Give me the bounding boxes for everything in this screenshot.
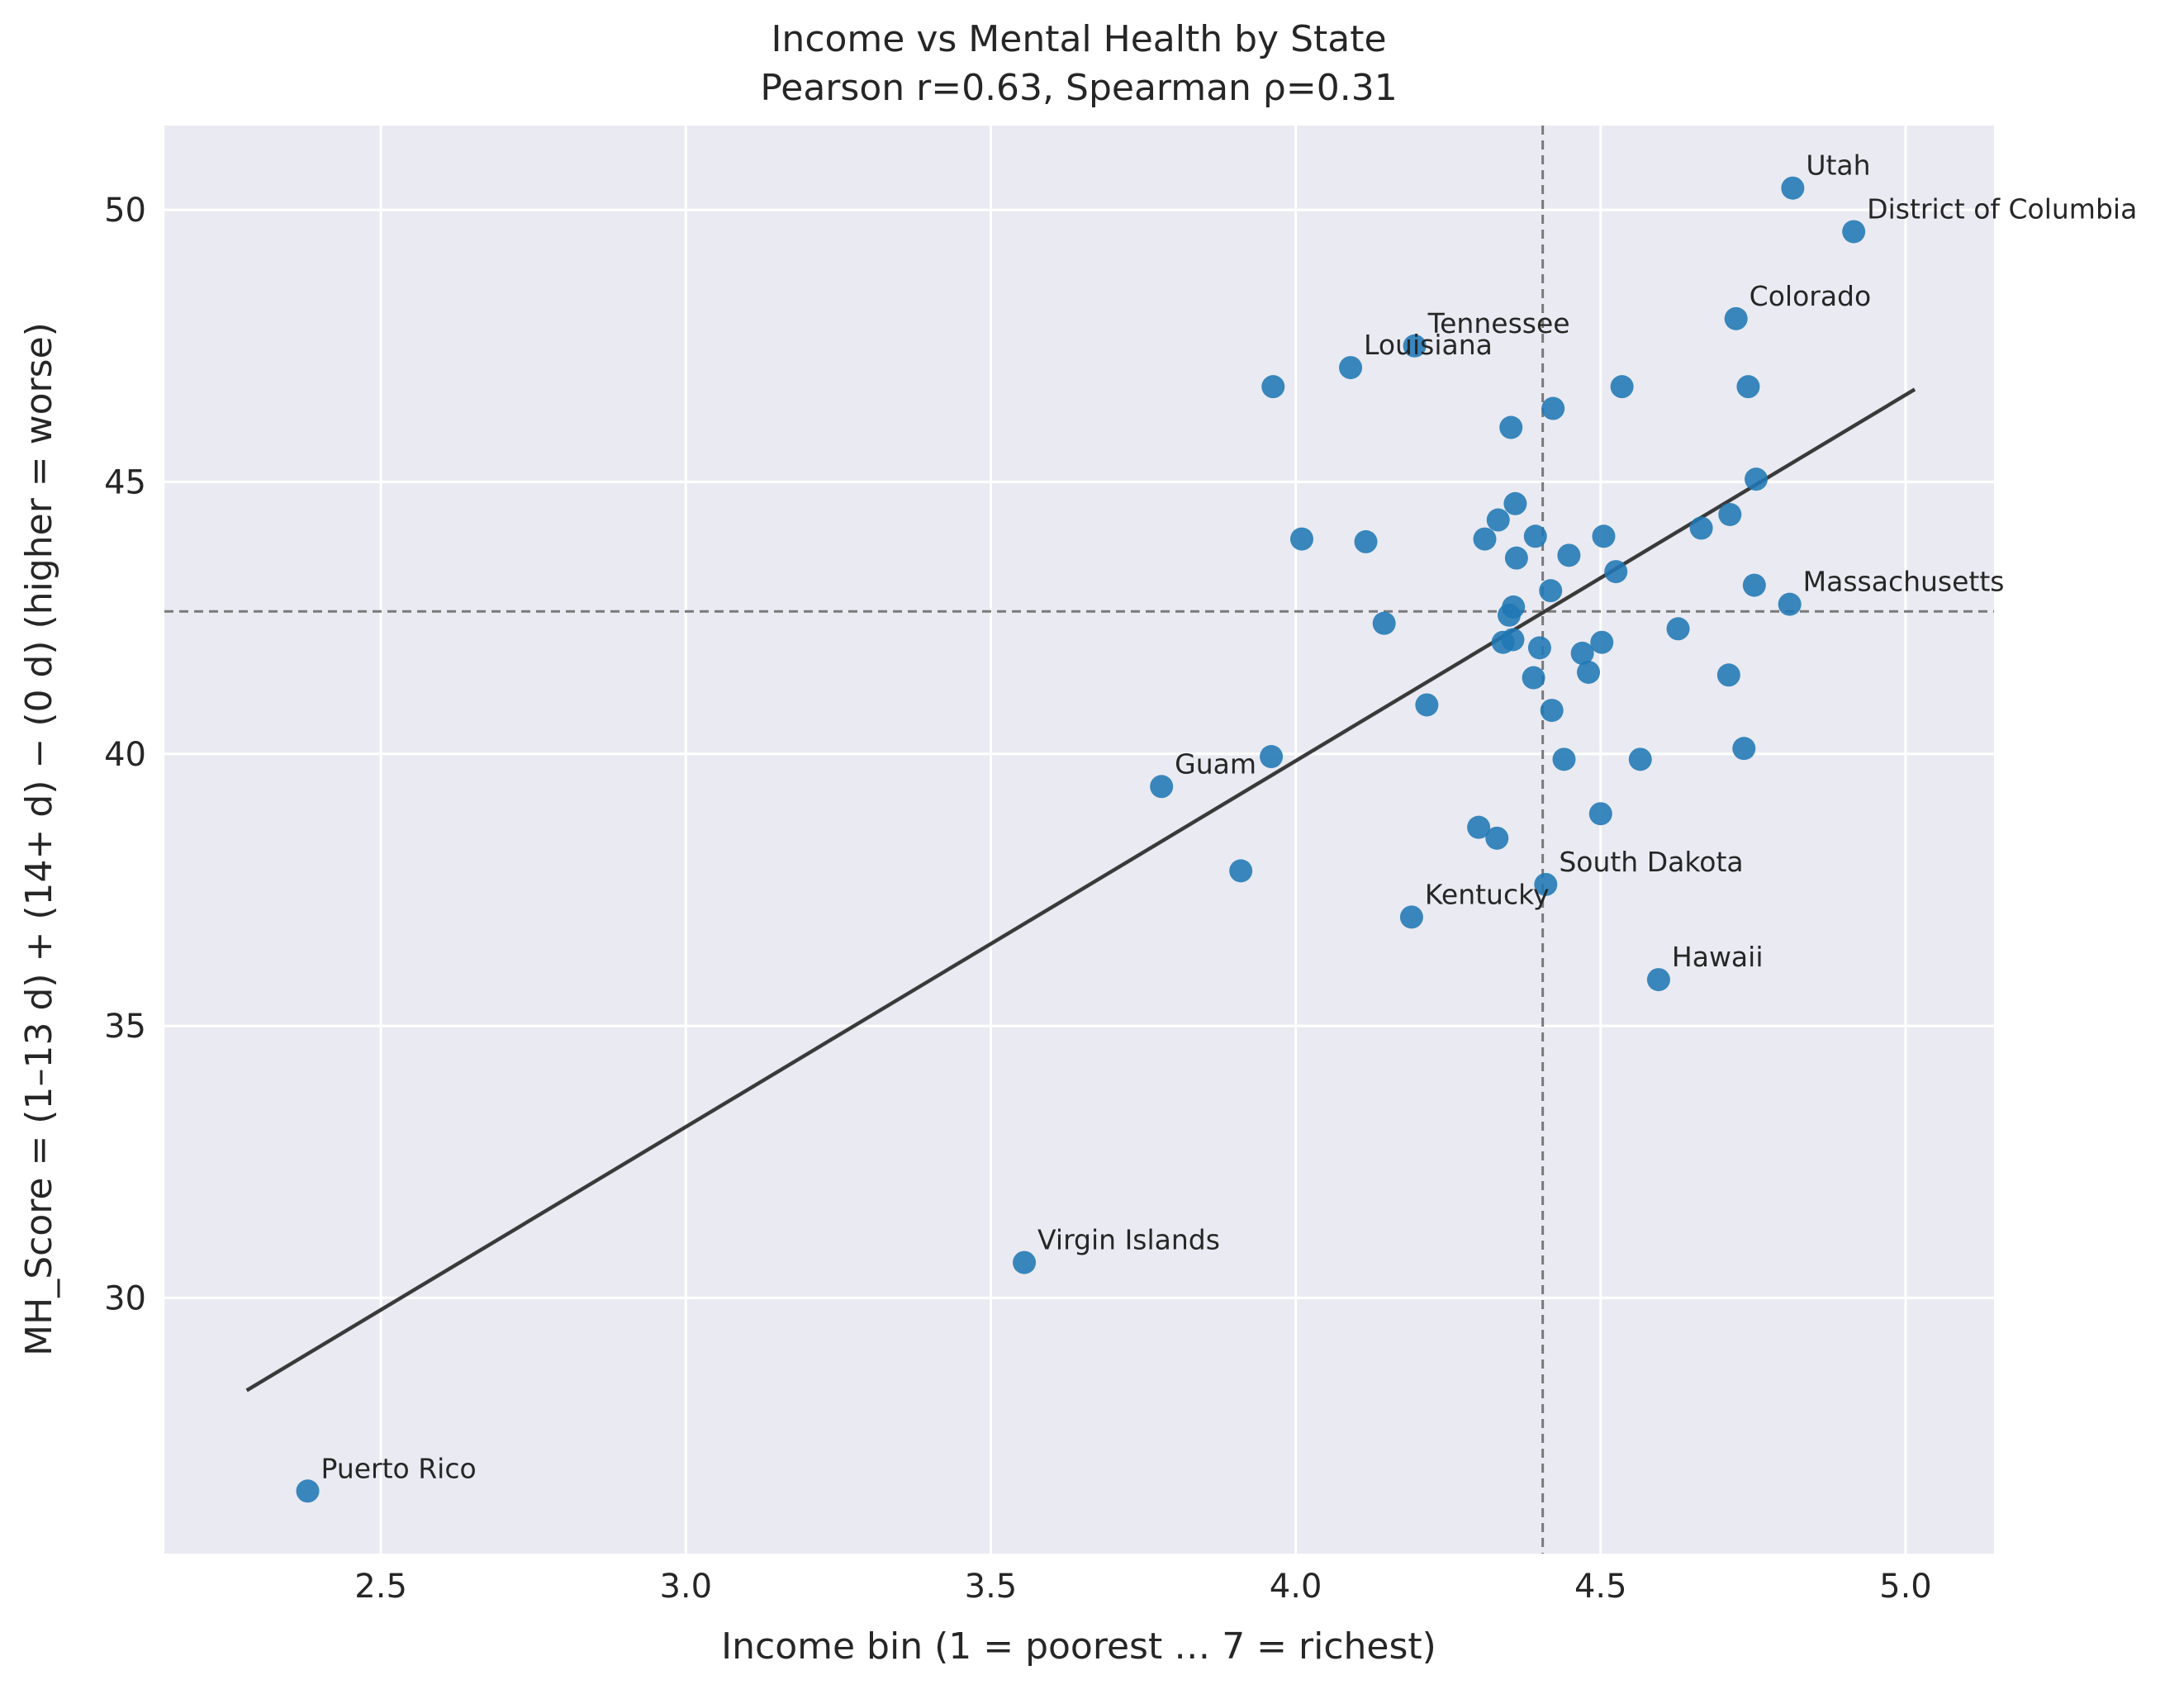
data-point	[1689, 516, 1713, 540]
data-point	[1522, 666, 1545, 690]
data-point	[1372, 611, 1396, 635]
trend-line	[245, 387, 1916, 1393]
data-point	[1541, 396, 1565, 420]
data-point	[1588, 802, 1612, 826]
x-tick-label: 2.5	[354, 1568, 407, 1606]
chart-title-line-2: Pearson r=0.63, Spearman ρ=0.31	[760, 67, 1397, 109]
data-point	[1781, 176, 1805, 200]
data-point	[1577, 660, 1601, 684]
data-point	[1013, 1250, 1037, 1274]
data-point	[1523, 524, 1547, 548]
point-label: Hawaii	[1672, 941, 1764, 973]
data-point	[1604, 560, 1628, 584]
y-tick-labels: 30 35 40 45 50	[104, 192, 146, 1317]
data-point	[1610, 375, 1634, 399]
point-label: Colorado	[1750, 280, 1872, 312]
data-point	[1736, 375, 1760, 399]
data-point	[1646, 968, 1670, 992]
x-tick-label: 5.0	[1879, 1568, 1932, 1606]
data-point	[1501, 628, 1525, 652]
data-point	[1399, 905, 1423, 929]
data-point	[1718, 502, 1742, 526]
data-point	[1504, 546, 1528, 570]
point-label: Puerto Rico	[321, 1452, 477, 1484]
data-point	[1557, 543, 1581, 567]
point-label: Virgin Islands	[1037, 1224, 1220, 1256]
data-point	[1590, 630, 1614, 654]
y-tick-label: 50	[104, 192, 146, 230]
data-point	[1732, 737, 1756, 761]
data-point	[1467, 815, 1491, 839]
data-point	[1666, 617, 1690, 641]
data-point	[1778, 592, 1802, 616]
data-point	[1339, 356, 1363, 380]
x-tick-label: 4.0	[1270, 1568, 1322, 1606]
data-point	[1415, 693, 1439, 717]
data-point	[1716, 663, 1740, 687]
data-point	[1527, 636, 1551, 660]
x-tick-label: 3.5	[965, 1568, 1018, 1606]
chart-title-line-1: Income vs Mental Health by State	[771, 18, 1386, 60]
data-point	[1289, 527, 1313, 551]
data-point	[1742, 573, 1766, 597]
y-tick-label: 45	[104, 463, 146, 501]
data-point	[1503, 491, 1527, 515]
data-point	[1745, 467, 1769, 491]
point-label: Louisiana	[1364, 329, 1493, 361]
point-label: Kentucky	[1425, 878, 1550, 910]
point-label: Guam	[1175, 747, 1256, 780]
x-tick-label: 3.0	[659, 1568, 712, 1606]
x-tick-labels: 2.5 3.0 3.5 4.0 4.5 5.0	[354, 1568, 1931, 1606]
point-label: District of Columbia	[1867, 192, 2137, 225]
point-label: Utah	[1806, 149, 1870, 182]
y-tick-label: 35	[104, 1008, 146, 1046]
data-point	[1354, 529, 1378, 553]
data-point	[1486, 508, 1510, 532]
data-point	[1473, 527, 1497, 551]
trend-layer	[245, 387, 1916, 1393]
data-point	[1261, 375, 1285, 399]
data-point	[1502, 595, 1526, 619]
data-point	[1552, 747, 1576, 771]
data-point	[1628, 747, 1652, 771]
plot-background	[164, 126, 1994, 1554]
point-annotations: Puerto Rico Virgin Islands Guam Louisiana Ke…	[321, 149, 2138, 1485]
data-point	[1260, 745, 1284, 769]
data-point	[1534, 872, 1558, 896]
y-axis-label: MH_Score = (1–13 d) + (14+ d) − (0 d) (h…	[18, 322, 60, 1356]
data-point	[1403, 334, 1427, 358]
y-tick-label: 40	[104, 736, 146, 774]
data-point	[1499, 415, 1523, 439]
data-point	[1540, 699, 1564, 723]
grid-lines	[164, 126, 1994, 1554]
data-point	[1229, 859, 1253, 883]
y-tick-label: 30	[104, 1279, 146, 1317]
data-point	[1150, 775, 1174, 799]
x-tick-label: 4.5	[1574, 1568, 1627, 1606]
x-axis-label: Income bin (1 = poorest … 7 = richest)	[721, 1625, 1436, 1668]
median-lines	[164, 126, 1994, 1554]
point-label: Tennessee	[1427, 307, 1570, 339]
point-label: Massachusetts	[1803, 566, 2005, 598]
data-points	[296, 176, 1866, 1503]
data-point	[1842, 220, 1866, 244]
point-label: South Dakota	[1559, 846, 1743, 878]
data-point	[296, 1479, 320, 1503]
data-point	[1485, 826, 1509, 850]
data-point	[1724, 306, 1748, 330]
data-point	[1570, 641, 1594, 665]
data-point	[1539, 579, 1563, 603]
data-point	[1592, 524, 1616, 548]
